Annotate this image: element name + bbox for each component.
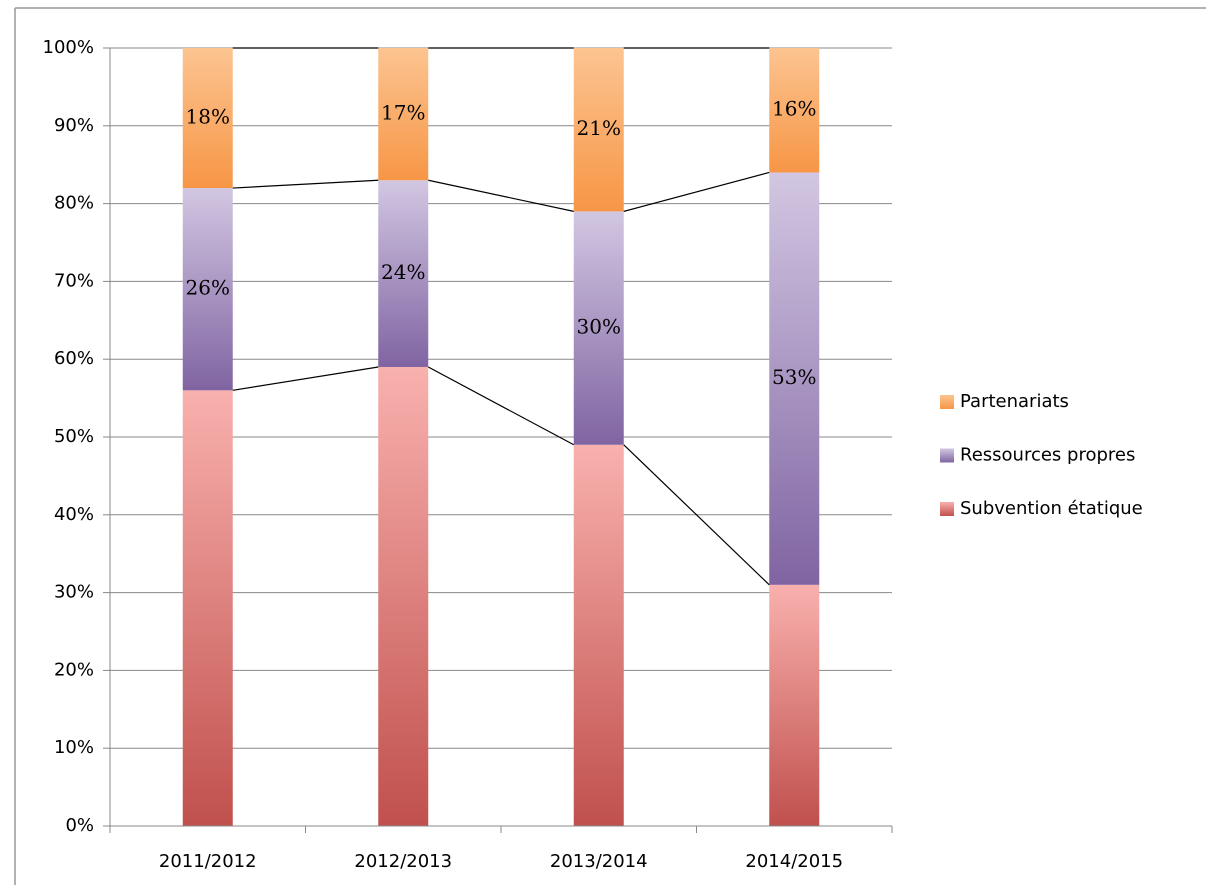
data-label: 18% bbox=[186, 105, 230, 129]
x-tick-label: 2013/2014 bbox=[550, 851, 648, 872]
legend-label: Ressources propres bbox=[960, 445, 1135, 466]
bar-segment bbox=[573, 48, 624, 212]
y-tick-label: 20% bbox=[54, 659, 94, 680]
data-label: 17% bbox=[381, 101, 425, 125]
data-label: 53% bbox=[772, 365, 816, 389]
y-tick-label: 60% bbox=[54, 348, 94, 369]
bar-segment bbox=[182, 188, 233, 391]
series-line bbox=[623, 444, 770, 586]
data-label: 30% bbox=[577, 315, 621, 339]
bar-segment bbox=[769, 172, 820, 585]
x-tick-label: 2012/2013 bbox=[354, 851, 452, 872]
y-tick-label: 30% bbox=[54, 582, 94, 603]
series-line bbox=[623, 171, 770, 212]
y-tick-label: 0% bbox=[65, 815, 94, 836]
x-tick-label: 2014/2015 bbox=[745, 851, 843, 872]
bar-segment bbox=[769, 584, 820, 826]
legend-swatch bbox=[940, 448, 954, 463]
bar-segment bbox=[182, 48, 233, 189]
legend-swatch bbox=[940, 502, 954, 516]
y-tick-label: 40% bbox=[54, 504, 94, 525]
y-tick-label: 50% bbox=[54, 426, 94, 447]
bar-segment bbox=[769, 48, 820, 173]
series-line bbox=[232, 179, 379, 189]
data-label: 16% bbox=[772, 97, 816, 121]
data-label: 24% bbox=[381, 260, 425, 284]
legend-label: Subvention étatique bbox=[960, 498, 1143, 519]
y-tick-label: 10% bbox=[54, 737, 94, 758]
y-tick-label: 90% bbox=[54, 115, 94, 136]
bar-segment bbox=[182, 390, 233, 826]
y-tick-label: 100% bbox=[43, 37, 94, 58]
series-line bbox=[428, 179, 574, 212]
bar-segment bbox=[378, 48, 429, 181]
legend-swatch bbox=[940, 395, 954, 409]
bar-segment bbox=[378, 180, 429, 367]
bar-segment bbox=[378, 366, 429, 826]
series-line bbox=[427, 366, 575, 446]
data-label: 21% bbox=[577, 116, 621, 140]
x-tick-label: 2011/2012 bbox=[159, 851, 257, 872]
data-label: 26% bbox=[186, 276, 230, 300]
bar-segment bbox=[573, 444, 624, 826]
legend-label: Partenariats bbox=[960, 391, 1069, 412]
y-tick-label: 80% bbox=[54, 193, 94, 214]
bar-segment bbox=[573, 211, 624, 445]
y-tick-label: 70% bbox=[54, 270, 94, 291]
series-line bbox=[232, 366, 379, 391]
